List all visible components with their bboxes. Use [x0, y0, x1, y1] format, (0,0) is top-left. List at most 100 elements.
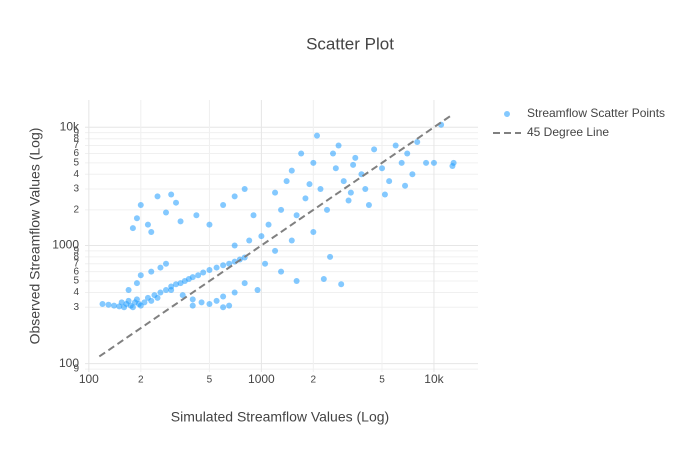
point [220, 293, 227, 300]
point [220, 201, 227, 208]
point [272, 247, 279, 254]
x-axis-title: Simulated Streamflow Values (Log) [171, 409, 389, 425]
point [246, 237, 253, 244]
y-tick-label: 8 [73, 252, 79, 263]
point [265, 221, 272, 228]
y-tick-label: 6 [73, 266, 79, 277]
point [168, 286, 175, 293]
point [330, 150, 337, 157]
point [371, 146, 378, 153]
point [220, 304, 227, 311]
legend-label: Streamflow Scatter Points [527, 106, 665, 120]
point [157, 264, 164, 271]
point [293, 212, 300, 219]
point [105, 301, 112, 308]
point [350, 161, 357, 168]
point [154, 193, 161, 200]
y-tick-label: 8 [73, 133, 79, 144]
y-tick-label: 9 [73, 127, 79, 138]
point [241, 186, 248, 193]
point [99, 300, 106, 307]
point [241, 280, 248, 287]
point [362, 186, 369, 193]
point [231, 193, 238, 200]
point [288, 167, 295, 174]
point [148, 268, 155, 275]
point [220, 262, 227, 269]
legend-label: 45 Degree Line [527, 125, 609, 139]
y-tick-label: 7 [73, 258, 79, 269]
point [449, 163, 456, 170]
point [414, 139, 421, 146]
point [231, 242, 238, 249]
point [125, 286, 132, 293]
y-tick-label: 5 [73, 276, 79, 287]
legend-swatch [504, 111, 510, 117]
point [278, 206, 285, 213]
point [324, 206, 331, 213]
point [148, 228, 155, 235]
point [163, 209, 170, 216]
point [198, 299, 205, 306]
x-tick-label: 100 [79, 372, 99, 386]
point [195, 272, 202, 279]
point [262, 260, 269, 267]
point [226, 302, 233, 309]
point [133, 296, 140, 303]
point [327, 253, 334, 260]
point [404, 150, 411, 157]
x-tick-label: 5 [207, 375, 213, 386]
point [189, 302, 196, 309]
y-tick-label: 6 [73, 148, 79, 159]
y-tick-label: 3 [73, 302, 79, 313]
point [206, 300, 213, 307]
x-tick-label: 1000 [248, 372, 275, 386]
point [379, 165, 386, 172]
x-tick-label: 2 [311, 375, 317, 386]
point [177, 218, 184, 225]
reference-line [98, 114, 452, 358]
y-tick-label: 2 [73, 205, 79, 216]
point [306, 181, 313, 188]
y-tick-label: 4 [73, 287, 79, 298]
y-tick-label: 3 [73, 184, 79, 195]
y-tick-label: 100 [59, 356, 79, 370]
point [154, 294, 161, 301]
point [338, 281, 345, 288]
point [293, 278, 300, 285]
y-tick-label: 9 [73, 245, 79, 256]
point [179, 292, 186, 299]
point [148, 297, 155, 304]
y-tick-label: 9 [73, 364, 79, 375]
y-tick-label: 1000 [52, 238, 79, 252]
point [386, 178, 393, 185]
x-tick-label: 5 [379, 375, 385, 386]
point [298, 150, 305, 157]
point [137, 272, 144, 279]
point [213, 297, 220, 304]
y-axis-title: Observed Streamflow Values (Log) [27, 128, 43, 345]
point [173, 281, 180, 288]
chart-title: Scatter Plot [306, 34, 394, 53]
point [347, 189, 354, 196]
y-tick-label: 10k [60, 119, 80, 133]
point [365, 201, 372, 208]
point [398, 159, 405, 166]
point [129, 304, 136, 311]
point [310, 228, 317, 235]
point [423, 159, 430, 166]
point [402, 182, 409, 189]
point [409, 171, 416, 178]
point [332, 165, 339, 172]
point [129, 225, 136, 232]
point [111, 302, 118, 309]
point [168, 191, 175, 198]
point [157, 289, 164, 296]
point [345, 197, 352, 204]
x-tick-label: 10k [424, 372, 444, 386]
point [320, 276, 327, 283]
point [189, 274, 196, 281]
point [250, 212, 257, 219]
point [302, 195, 309, 202]
